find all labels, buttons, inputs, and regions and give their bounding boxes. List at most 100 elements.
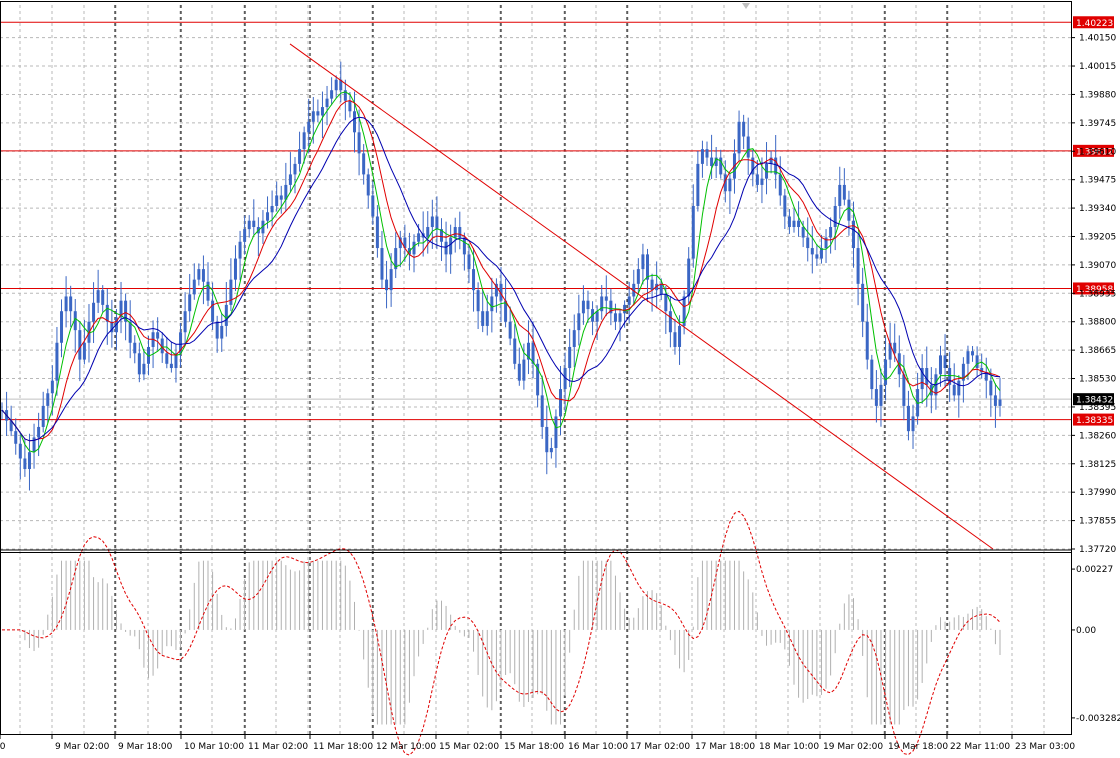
price-tick-label: 1.38395: [1079, 403, 1116, 413]
candle-body: [691, 205, 695, 259]
candle-body: [481, 311, 485, 326]
candle-body: [893, 342, 897, 354]
candle-body: [266, 212, 270, 221]
candle-body: [998, 399, 1002, 406]
candle-body: [174, 353, 178, 369]
candle-body: [78, 330, 82, 360]
candle-body: [128, 321, 132, 343]
candle-body: [467, 254, 471, 270]
candle-body: [641, 254, 645, 270]
time-tick-label: 15 Mar 18:00: [504, 742, 564, 752]
candle-body: [659, 283, 663, 295]
candle-body: [192, 279, 196, 295]
candle-body: [504, 300, 508, 322]
candle-body: [366, 174, 370, 196]
candle-body: [211, 300, 215, 322]
candle-body: [984, 372, 988, 381]
level-price-tag: [1073, 282, 1114, 295]
candle-body: [60, 311, 64, 343]
price-tick-label: 1.40150: [1079, 34, 1116, 44]
candle-body: [581, 300, 585, 314]
candle-body: [444, 241, 448, 255]
candle-body: [334, 79, 338, 91]
candle-body: [238, 241, 242, 259]
candle-body: [110, 321, 114, 333]
candle-body: [966, 351, 970, 364]
candle-body: [403, 237, 407, 249]
osc-tick-label: 0.00227: [1076, 565, 1113, 575]
price-tick-label: 1.37720: [1079, 545, 1116, 555]
price-tick-label: 1.37855: [1079, 517, 1116, 527]
candle-body: [188, 294, 192, 312]
trendline[interactable]: [289, 43, 994, 550]
candle-body: [229, 279, 233, 305]
candle-body: [989, 380, 993, 396]
candle-body: [261, 220, 265, 234]
price-tick-label: 1.37990: [1079, 488, 1116, 498]
candle-body: [705, 149, 709, 158]
level-price-tag: [1073, 413, 1114, 426]
candle-body: [879, 384, 883, 406]
candles: [0, 61, 1002, 491]
candle-body: [183, 311, 187, 333]
candle-body: [490, 296, 494, 312]
candle-body: [320, 107, 324, 116]
candle-body: [563, 368, 567, 390]
current-price-tag: [1073, 393, 1114, 406]
candle-body: [874, 389, 878, 406]
candle-body: [595, 311, 599, 322]
candle-body: [14, 431, 18, 444]
candle-body: [316, 111, 320, 116]
price-tick-label: 1.39205: [1079, 232, 1116, 242]
level-price-tag: [1073, 16, 1114, 29]
candle-body: [357, 132, 361, 154]
candle-body: [362, 153, 366, 175]
candle-body: [46, 393, 50, 406]
candle-body: [146, 346, 150, 364]
candle-body: [980, 368, 984, 373]
time-axis: 00 9 Mar 02:00 9 Mar 18:00 10 Mar 10:00 11 M…: [0, 735, 1075, 752]
candle-body: [55, 342, 59, 381]
level-price-label: 1.39612: [1076, 147, 1113, 157]
candle-body: [948, 368, 952, 385]
candle-body: [206, 281, 210, 301]
candle-body: [435, 216, 439, 230]
candle-body: [133, 342, 137, 354]
price-tick-label: 1.39880: [1079, 90, 1116, 100]
candle-body: [449, 237, 453, 255]
ma-slow-line: [1, 116, 1001, 442]
time-tick-label: 12 Mar 10:00: [376, 742, 436, 752]
candle-body: [723, 174, 727, 192]
candle-body: [847, 199, 851, 221]
candle-body: [137, 353, 141, 375]
candle-body: [623, 304, 627, 314]
time-tick-label: 9 Mar 18:00: [118, 742, 173, 752]
level-price-label: 1.38958: [1076, 285, 1113, 295]
level-price-label: 1.38335: [1076, 416, 1113, 426]
candle-body: [124, 300, 128, 322]
candle-body: [952, 384, 956, 396]
time-tick-label: 19 Mar 02:00: [823, 742, 883, 752]
candle-body: [69, 296, 73, 312]
candle-body: [829, 227, 833, 238]
time-tick-label: 18 Mar 10:00: [759, 742, 819, 752]
price-tick-label: 1.38260: [1079, 431, 1116, 441]
candle-body: [664, 294, 668, 312]
price-tick-label: 1.38665: [1079, 346, 1116, 356]
candle-body: [636, 269, 640, 284]
candle-body: [430, 216, 434, 228]
candle-body: [96, 290, 100, 303]
candle-body: [920, 368, 924, 390]
candle-body: [810, 248, 814, 255]
candle-body: [92, 302, 96, 322]
candle-body: [719, 157, 723, 175]
candle-body: [797, 220, 801, 228]
candle-body: [842, 184, 846, 200]
candle-body: [252, 220, 256, 228]
candle-body: [655, 283, 659, 291]
candle-body: [714, 157, 718, 166]
candle-body: [888, 342, 892, 360]
chart-shift-marker-icon[interactable]: [742, 3, 750, 9]
candle-body: [545, 426, 549, 453]
